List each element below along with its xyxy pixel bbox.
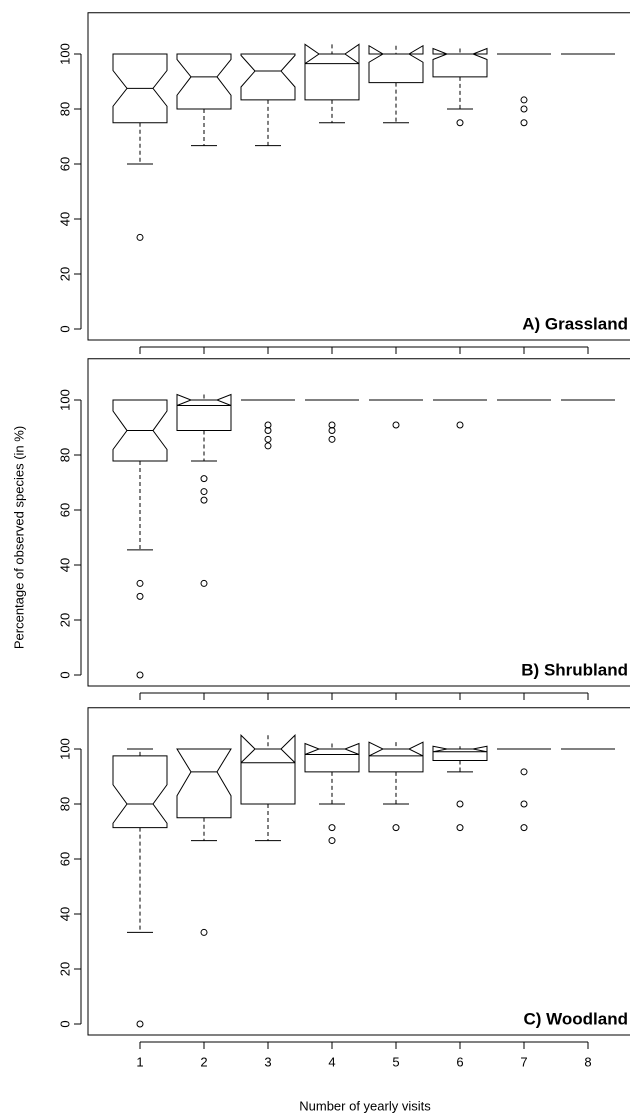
box — [176, 53, 232, 110]
y-tick-label: 60 — [57, 852, 72, 866]
box — [176, 748, 232, 819]
x-tick-label: 4 — [328, 1054, 335, 1069]
outlier — [328, 837, 336, 845]
box — [304, 43, 360, 101]
box — [432, 745, 488, 762]
outlier — [520, 96, 528, 104]
outlier — [456, 800, 464, 808]
y-tick-label: 100 — [57, 738, 72, 760]
outlier — [520, 768, 528, 776]
outlier — [264, 442, 272, 450]
y-tick-label: 40 — [57, 212, 72, 226]
outlier — [136, 671, 144, 679]
y-tick-label: 80 — [57, 448, 72, 462]
outlier — [328, 824, 336, 832]
panel-title: C) Woodland — [524, 1009, 629, 1028]
x-tick-label: 7 — [520, 1054, 527, 1069]
box — [112, 755, 168, 829]
outlier — [520, 824, 528, 832]
y-tick-label: 0 — [57, 325, 72, 332]
y-tick-label: 100 — [57, 43, 72, 65]
outlier — [200, 496, 208, 504]
y-tick-label: 40 — [57, 907, 72, 921]
outlier — [328, 427, 336, 435]
x-tick-label: 8 — [584, 1054, 591, 1069]
outlier — [200, 579, 208, 587]
outlier — [456, 824, 464, 832]
outlier — [520, 105, 528, 113]
y-tick-label: 0 — [57, 671, 72, 678]
outlier — [392, 824, 400, 832]
x-tick-label: 5 — [392, 1054, 399, 1069]
panel-title: A) Grassland — [522, 314, 628, 333]
box — [304, 742, 360, 773]
outlier — [520, 800, 528, 808]
box — [240, 734, 296, 805]
outlier — [200, 475, 208, 483]
y-tick-label: 0 — [57, 1020, 72, 1027]
outlier — [200, 488, 208, 496]
y-tick-label: 100 — [57, 389, 72, 411]
y-tick-label: 60 — [57, 157, 72, 171]
y-tick-label: 60 — [57, 503, 72, 517]
outlier — [456, 119, 464, 127]
box — [368, 741, 424, 773]
panel-title: B) Shrubland — [521, 660, 628, 679]
outlier — [392, 421, 400, 429]
y-tick-label: 20 — [57, 267, 72, 281]
x-tick-label: 6 — [456, 1054, 463, 1069]
box — [432, 47, 488, 78]
outlier — [264, 427, 272, 435]
panel-frame — [87, 707, 630, 1036]
panel-frame — [87, 12, 630, 341]
y-tick-label: 80 — [57, 797, 72, 811]
outlier — [136, 233, 144, 241]
outlier — [264, 435, 272, 443]
x-tick-label: 2 — [200, 1054, 207, 1069]
outlier — [136, 579, 144, 587]
x-tick-label: 3 — [264, 1054, 271, 1069]
outlier — [136, 592, 144, 600]
x-axis-label: Number of yearly visits — [299, 1098, 431, 1113]
y-tick-label: 20 — [57, 613, 72, 627]
box — [240, 53, 296, 101]
y-tick-label: 80 — [57, 102, 72, 116]
x-tick-label: 1 — [136, 1054, 143, 1069]
outlier — [328, 435, 336, 443]
panel-frame — [87, 358, 630, 687]
outlier — [200, 928, 208, 936]
y-tick-label: 40 — [57, 558, 72, 572]
y-tick-label: 20 — [57, 962, 72, 976]
outlier — [456, 421, 464, 429]
box — [368, 44, 424, 84]
y-axis-label: Percentage of observed species (in %) — [11, 426, 26, 649]
box — [176, 393, 232, 432]
outlier — [520, 119, 528, 127]
outlier — [136, 1020, 144, 1028]
